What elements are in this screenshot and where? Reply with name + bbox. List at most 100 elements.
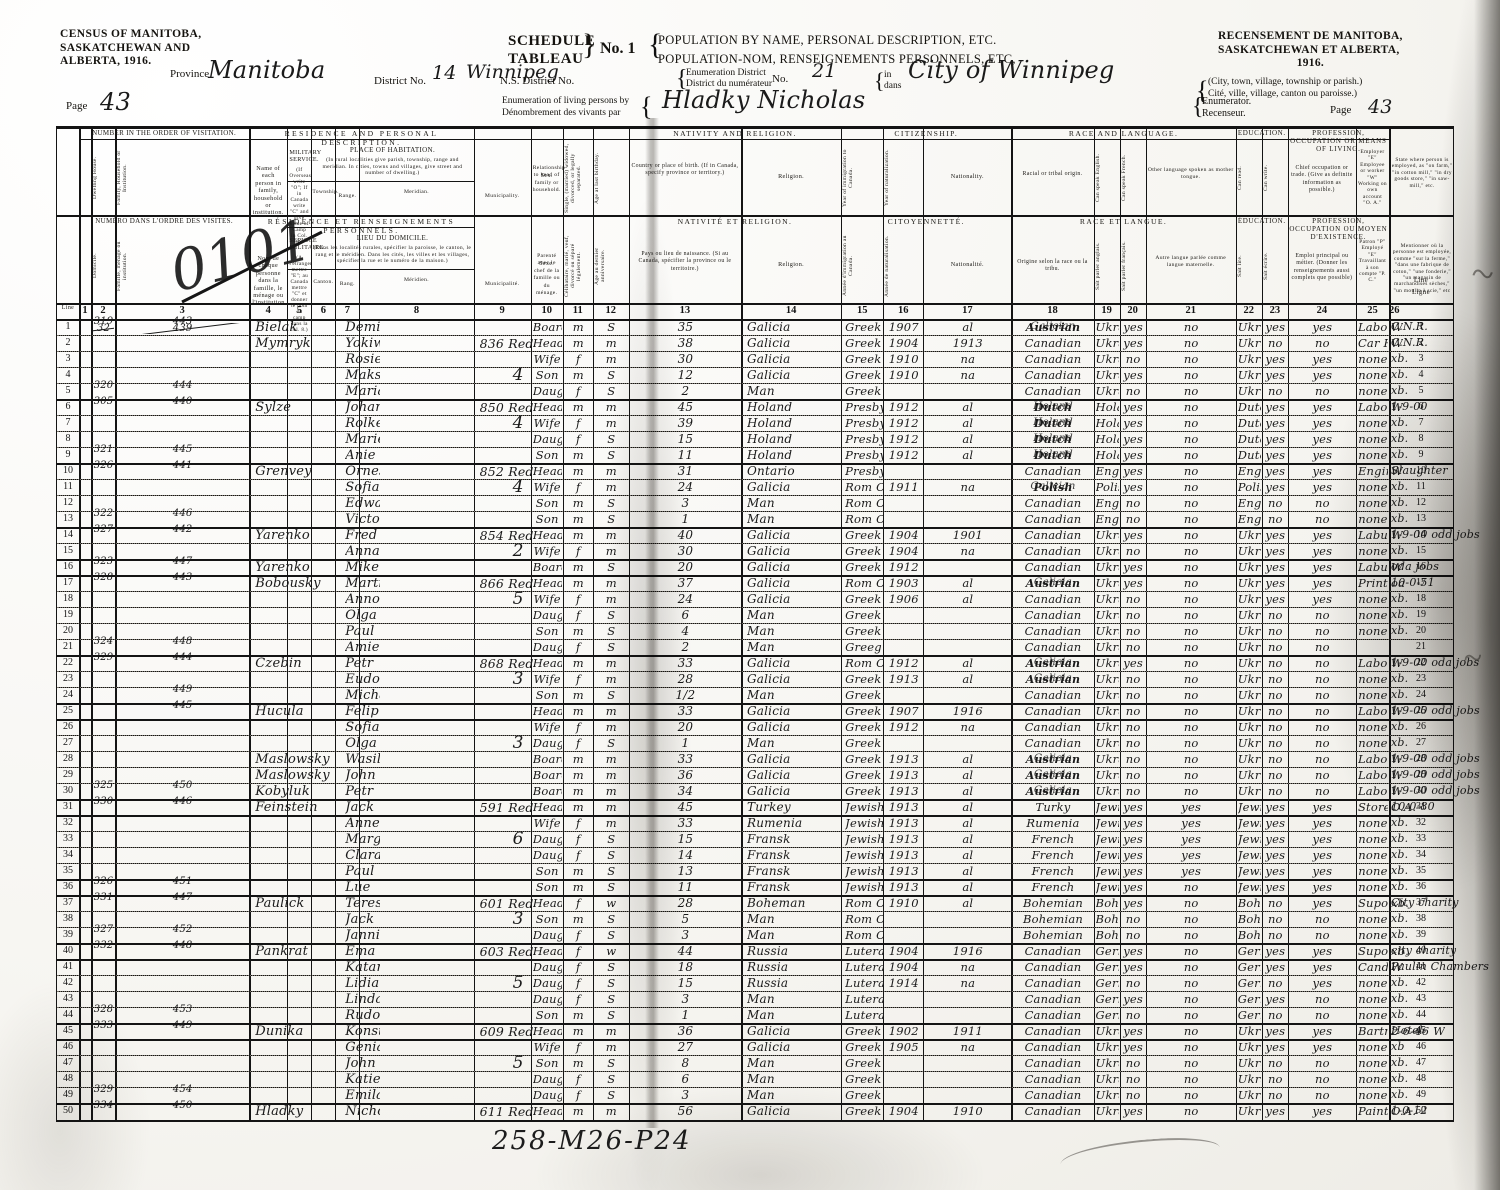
can-write[interactable]: yes (1312, 864, 1333, 878)
marital-status[interactable]: m (605, 672, 617, 686)
age[interactable]: 3 (681, 992, 690, 1006)
occupation[interactable]: none (1358, 880, 1388, 894)
mother-tongue[interactable]: Ukrainian (1237, 608, 1261, 622)
family-number[interactable]: 447 (172, 556, 193, 567)
occupation[interactable]: none (1358, 592, 1388, 606)
religion[interactable]: Jewish (845, 848, 885, 862)
employer-type[interactable]: W (1391, 704, 1404, 718)
year-immigration[interactable]: 1904 (888, 528, 919, 542)
dwelling-number[interactable]: 326 (93, 876, 114, 887)
age[interactable]: 39 (677, 416, 694, 430)
year-immigration[interactable]: 1913 (888, 848, 919, 862)
birthplace[interactable]: Man (747, 1008, 775, 1022)
given-name[interactable]: Teresia (345, 896, 380, 911)
nationality-overwritten[interactable]: Polish (1033, 481, 1073, 494)
surname[interactable]: Maslowsky (255, 768, 330, 783)
can-write[interactable]: yes (1312, 320, 1333, 334)
occupation[interactable]: none (1358, 480, 1388, 494)
can-write[interactable]: no (1315, 768, 1330, 782)
marital-status[interactable]: S (607, 384, 616, 398)
birthplace[interactable]: Man (747, 608, 775, 622)
family-number[interactable]: 443 (172, 572, 193, 583)
nationality[interactable]: Canadian (1024, 368, 1082, 382)
marital-status[interactable]: m (605, 576, 617, 590)
occupation[interactable]: none (1358, 416, 1388, 430)
nationality[interactable]: French (1031, 848, 1075, 862)
marital-status[interactable]: m (605, 656, 617, 670)
year-naturalization[interactable]: na (960, 368, 976, 382)
racial-origin[interactable]: Ukrainian (1095, 720, 1119, 734)
surname[interactable]: Paulick (255, 896, 305, 911)
age[interactable]: 5 (681, 912, 690, 926)
religion[interactable]: Jewish (845, 832, 885, 846)
given-name[interactable]: Fred (345, 528, 378, 543)
marital-status[interactable]: S (607, 960, 616, 974)
year-naturalization[interactable]: 1911 (952, 1024, 983, 1038)
dwelling-number[interactable]: 319 (93, 316, 114, 327)
sex[interactable]: m (572, 560, 584, 574)
marital-status[interactable]: S (607, 880, 616, 894)
can-read[interactable]: yes (1265, 400, 1286, 414)
marital-status[interactable]: w (606, 896, 617, 910)
given-name[interactable]: John (345, 768, 376, 783)
year-immigration[interactable]: 1907 (888, 704, 919, 718)
can-read[interactable]: no (1267, 736, 1283, 750)
can-speak-english[interactable]: yes (1123, 368, 1143, 382)
given-name[interactable]: Demitr (345, 320, 381, 335)
can-read[interactable]: no (1267, 720, 1283, 734)
can-read[interactable]: no (1267, 496, 1283, 510)
can-write[interactable]: no (1315, 928, 1330, 942)
marital-status[interactable]: m (605, 784, 617, 798)
can-read[interactable]: no (1267, 784, 1283, 798)
can-write[interactable]: yes (1312, 432, 1333, 446)
place-employed[interactable]: xb. (1391, 1072, 1409, 1085)
nationality-overwritten[interactable]: Dutch (1033, 417, 1073, 430)
year-immigration[interactable]: 1913 (888, 768, 919, 782)
sex[interactable]: f (576, 928, 581, 942)
employer-type[interactable]: xb. (1391, 944, 1410, 958)
can-speak-french[interactable]: no (1183, 576, 1199, 590)
can-speak-french[interactable]: no (1183, 752, 1199, 766)
religion[interactable]: Greek Catholic (845, 352, 884, 366)
can-speak-french[interactable]: no (1183, 1024, 1199, 1038)
can-speak-english[interactable]: yes (1123, 400, 1143, 414)
can-speak-english[interactable]: yes (1123, 880, 1143, 894)
can-speak-french[interactable]: no (1183, 784, 1199, 798)
birthplace[interactable]: Galicia (747, 480, 791, 494)
can-read[interactable]: yes (1265, 800, 1286, 814)
given-name[interactable]: Yokiw (345, 336, 380, 351)
nationality-original[interactable]: Galicia (1033, 656, 1073, 668)
sex[interactable]: m (572, 768, 584, 782)
occupation[interactable]: Bartman (1357, 1024, 1388, 1038)
birthplace[interactable]: Galicia (747, 352, 791, 366)
given-name[interactable]: Petr (345, 784, 374, 799)
relationship[interactable]: Boarder (532, 560, 562, 574)
sex[interactable]: m (572, 512, 584, 526)
given-name[interactable]: Paul (345, 864, 375, 879)
age[interactable]: 27 (677, 1040, 694, 1054)
can-speak-french[interactable]: no (1183, 736, 1199, 750)
family-number[interactable]: 445 (172, 700, 193, 711)
year-naturalization[interactable]: al (962, 848, 974, 862)
occupation[interactable]: Laburer (1357, 560, 1388, 574)
relationship[interactable]: Son (535, 448, 559, 462)
year-naturalization[interactable]: 1901 (952, 528, 983, 542)
can-speak-french[interactable]: no (1183, 464, 1199, 478)
mother-tongue[interactable]: Ukrainian (1237, 1104, 1261, 1118)
racial-origin[interactable]: Bohemian (1095, 928, 1119, 942)
given-name[interactable]: Anie (345, 448, 376, 463)
mother-tongue[interactable]: Jewish (1237, 832, 1261, 846)
relationship[interactable]: Head (532, 464, 562, 478)
nationality[interactable]: Canadian (1024, 352, 1082, 366)
racial-origin[interactable]: Jewish (1095, 848, 1119, 862)
surname[interactable]: Maslowsky (255, 752, 330, 767)
can-speak-french[interactable]: no (1183, 608, 1199, 622)
can-speak-english[interactable]: no (1125, 752, 1141, 766)
can-speak-english[interactable]: no (1125, 784, 1141, 798)
year-immigration[interactable]: 1913 (888, 672, 919, 686)
can-write[interactable]: yes (1312, 576, 1333, 590)
surname[interactable]: Sylze (255, 400, 292, 415)
age[interactable]: 45 (677, 400, 694, 414)
racial-origin[interactable]: English (1095, 496, 1119, 510)
age[interactable]: 24 (677, 592, 694, 606)
